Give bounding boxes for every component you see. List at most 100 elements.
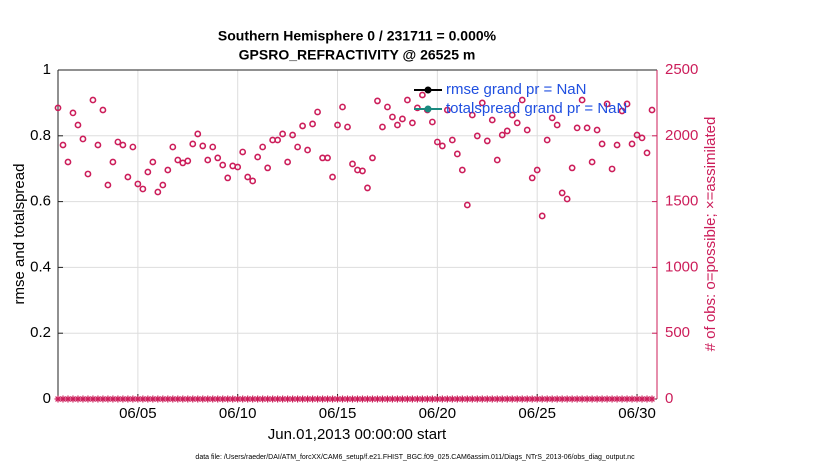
possible-marker: [314, 108, 321, 116]
possible-marker: [463, 201, 471, 209]
possible-marker: [428, 118, 436, 126]
possible-marker: [134, 180, 142, 188]
possible-marker: [159, 181, 167, 189]
possible-marker: [324, 154, 331, 162]
assimilated-marker: [448, 395, 456, 403]
possible-marker: [433, 138, 441, 146]
y2-tick-label: 1500: [665, 193, 698, 210]
assimilated-marker: [518, 395, 526, 403]
possible-marker: [369, 154, 376, 162]
assimilated-marker: [214, 395, 222, 403]
possible-marker: [588, 158, 596, 166]
assimilated-marker: [204, 395, 212, 403]
assimilated-marker: [234, 395, 242, 403]
assimilated-marker: [334, 395, 342, 403]
possible-marker: [493, 156, 501, 164]
assimilated-marker: [319, 395, 327, 403]
possible-marker: [409, 119, 416, 127]
possible-marker: [54, 104, 62, 112]
assimilated-marker: [179, 395, 187, 403]
possible-marker: [638, 134, 646, 142]
possible-marker: [264, 164, 272, 172]
y-tick-label: 1: [43, 61, 51, 78]
possible-marker: [443, 106, 451, 114]
possible-marker: [249, 177, 257, 185]
chart-subtitle: GPSRO_REFRACTIVITY @ 26525 m: [239, 47, 476, 63]
possible-marker: [234, 163, 242, 171]
assimilated-marker: [219, 395, 227, 403]
assimilated-marker: [453, 395, 461, 403]
possible-marker: [404, 96, 411, 104]
assimilated-marker: [99, 395, 107, 403]
assimilated-marker: [533, 395, 541, 403]
possible-marker: [478, 99, 486, 107]
assimilated-marker: [164, 395, 172, 403]
possible-marker: [498, 131, 506, 139]
assimilated-marker: [573, 395, 581, 403]
possible-marker: [224, 174, 232, 182]
legend-label: rmse grand pr = NaN: [446, 81, 586, 98]
possible-marker: [603, 100, 611, 108]
chart-title: Southern Hemisphere 0 / 231711 = 0.000%: [218, 28, 497, 44]
assimilated-marker: [368, 395, 376, 403]
possible-marker: [64, 158, 72, 166]
assimilated-marker: [309, 395, 317, 403]
footnote: data file: /Users/raeder/DAI/ATM_forcXX/…: [195, 454, 635, 461]
possible-marker: [289, 131, 297, 139]
possible-marker: [74, 121, 82, 129]
possible-marker: [109, 158, 117, 166]
possible-marker: [518, 96, 526, 104]
assimilated-marker: [169, 395, 177, 403]
possible-marker: [184, 157, 192, 165]
possible-marker: [124, 173, 132, 181]
assimilated-marker: [643, 395, 651, 403]
possible-marker: [643, 149, 651, 157]
assimilated-marker: [324, 395, 332, 403]
y2-axis-label: # of obs: o=possible; ×=assimilated: [702, 117, 719, 352]
possible-marker: [239, 148, 247, 156]
possible-marker: [468, 111, 476, 119]
possible-marker: [593, 126, 601, 134]
assimilated-marker: [493, 395, 501, 403]
assimilated-marker: [458, 395, 466, 403]
possible-marker: [194, 130, 202, 138]
assimilated-marker: [418, 395, 426, 403]
possible-marker: [528, 174, 536, 182]
assimilated-marker: [423, 395, 431, 403]
assimilated-marker: [139, 395, 147, 403]
possible-marker: [104, 181, 112, 189]
possible-marker: [189, 140, 197, 148]
assimilated-marker: [154, 395, 162, 403]
possible-marker: [359, 167, 366, 175]
possible-marker: [389, 113, 396, 121]
possible-marker: [344, 123, 351, 131]
assimilated-marker: [503, 395, 511, 403]
assimilated-marker: [463, 395, 471, 403]
assimilated-marker: [538, 395, 546, 403]
possible-marker: [334, 121, 341, 129]
x-tick-label: 06/20: [419, 405, 457, 422]
assimilated-marker: [174, 395, 182, 403]
assimilated-marker: [603, 395, 611, 403]
possible-marker: [563, 195, 571, 203]
possible-marker: [174, 156, 182, 164]
possible-marker: [628, 140, 636, 148]
assimilated-marker: [59, 395, 67, 403]
possible-marker: [244, 173, 252, 181]
assimilated-marker: [74, 395, 82, 403]
assimilated-marker: [274, 395, 282, 403]
x-axis-label: Jun.01,2013 00:00:00 start: [268, 426, 447, 443]
assimilated-marker: [134, 395, 142, 403]
assimilated-marker: [498, 395, 506, 403]
possible-marker: [144, 168, 152, 176]
possible-marker: [508, 111, 516, 119]
assimilated-marker: [543, 395, 551, 403]
y-tick-label: 0.8: [30, 127, 51, 144]
assimilated-marker: [563, 395, 571, 403]
assimilated-marker: [443, 395, 451, 403]
possible-marker: [139, 185, 147, 193]
assimilated-marker: [259, 395, 267, 403]
assimilated-marker: [89, 395, 97, 403]
possible-marker: [618, 107, 626, 115]
assimilated-marker: [583, 395, 591, 403]
